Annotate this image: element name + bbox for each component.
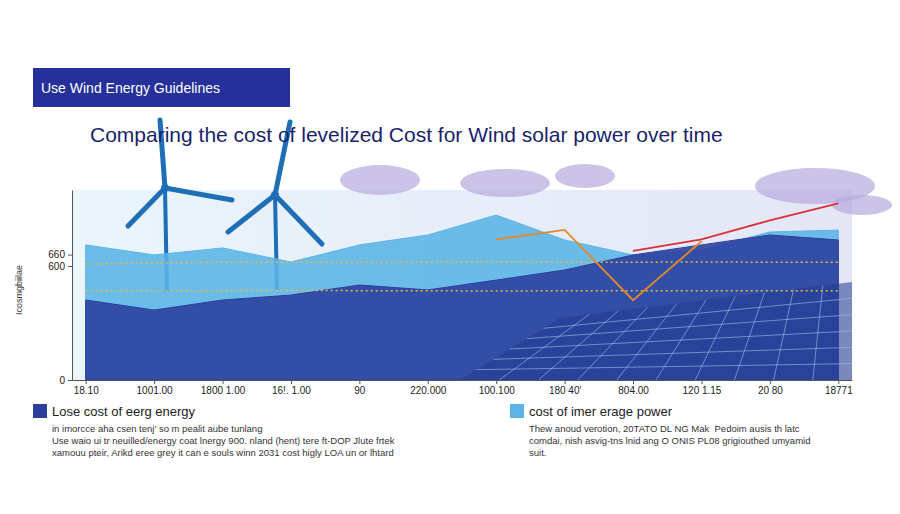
annotation-text: comdai, nish asvig-tns lnid ang O ONIS P… (529, 435, 810, 446)
x-tick: 100.100 (479, 380, 516, 396)
solar-panel (460, 282, 852, 380)
y-tick: 0 (59, 375, 72, 386)
x-tick-label: 220.000 (410, 385, 447, 396)
x-axis: 18.10 1001.00 1800 1.00 16!. 1.00 90 220.000 1… (73, 380, 854, 396)
y-tick: 660 (48, 249, 72, 260)
x-tick-mark (565, 380, 566, 384)
cloud (460, 169, 550, 197)
x-tick: 1001.00 (137, 380, 174, 396)
cloud (555, 164, 615, 188)
x-tick-mark (428, 380, 429, 384)
x-tick-mark (633, 380, 634, 384)
x-tick: 16!. 1.00 (272, 380, 311, 396)
x-tick-mark (496, 380, 497, 384)
chart-svg: 0 600660 18.10 1001.00 1800 1.00 16!. 1.00 90 2… (0, 0, 900, 514)
turbine-blade (128, 188, 165, 226)
panel-line (578, 307, 648, 380)
turbine-hub (161, 184, 169, 192)
annotation-text: Thew anoud verotion, 20TATO DL NG Mak Pe… (529, 423, 800, 434)
legend-swatch (510, 404, 524, 418)
x-tick: 120 1.15 (683, 380, 722, 396)
x-tick: 180 40' (549, 380, 582, 396)
y-tick-mark (68, 266, 72, 267)
panel-line (695, 296, 735, 380)
y-axis: 0 600660 (48, 191, 72, 386)
x-tick-label: 16!. 1.00 (272, 385, 311, 396)
y-axis-title: Icosmgbiilae (14, 265, 24, 315)
x-tick: 18771 (825, 380, 853, 396)
x-tick-label: 1800 1.00 (201, 385, 246, 396)
x-tick: 1800 1.00 (201, 380, 246, 396)
x-tick-label: 180 40' (549, 385, 582, 396)
x-tick-label: 1001.00 (137, 385, 174, 396)
x-tick-label: 804.00 (618, 385, 649, 396)
x-tick-mark (154, 380, 155, 384)
legend-swatch (33, 404, 47, 418)
line-series (496, 230, 701, 300)
annotation-text: suit. (529, 447, 546, 458)
y-tick-mark (68, 255, 72, 256)
solar-panels (460, 282, 852, 380)
chart-container: 0 600660 18.10 1001.00 1800 1.00 16!. 1.00 90 2… (0, 0, 900, 514)
panel-line (538, 311, 618, 380)
x-tick-label: 100.100 (479, 385, 516, 396)
header-text: Use Wind Energy Guidelines (41, 80, 220, 96)
y-tick-label: 600 (48, 261, 65, 272)
cloud (832, 195, 892, 215)
x-tick-mark (223, 380, 224, 384)
annotation-text: xamouu pteir, Arikd eree grey it can e s… (52, 447, 394, 458)
panel-line (617, 304, 677, 380)
x-tick: 18.10 (74, 380, 99, 396)
header-box (33, 68, 290, 107)
turbine-blade (165, 188, 232, 200)
plot-background (72, 190, 852, 380)
legend-label: Lose cost of eerg energy (52, 404, 196, 419)
y-tick: 600 (48, 261, 72, 272)
x-tick-label: 18.10 (74, 385, 99, 396)
x-tick-mark (770, 380, 771, 384)
x-tick: 804.00 (618, 380, 649, 396)
legend-label: cost of imer erage power (529, 404, 673, 419)
x-tick-mark (359, 380, 360, 384)
chart-title: Comparing the cost of levelized Cost for… (90, 123, 723, 146)
line-series (86, 290, 839, 292)
panel-line (774, 289, 794, 380)
x-tick-label: 18771 (825, 385, 853, 396)
x-tick-mark (86, 380, 87, 384)
panel-line (813, 286, 823, 380)
line-series (633, 203, 838, 251)
x-tick-label: 20 80 (758, 385, 783, 396)
y-tick-label: 660 (48, 249, 65, 260)
plot-marks (86, 203, 852, 380)
line-series (86, 262, 839, 264)
x-tick: 20 80 (758, 380, 783, 396)
x-tick: 90 (354, 380, 366, 396)
annotation-text: Use waio ui tr neuilled/energy coat lner… (52, 435, 395, 446)
panel-line (734, 293, 764, 380)
y-tick-mark (68, 380, 72, 381)
y-axis-line (72, 191, 73, 381)
x-tick-mark (291, 380, 292, 384)
legend: Lose cost of eerg energy in imorcce aha c… (33, 404, 810, 458)
y-tick-label: 0 (59, 375, 65, 386)
panel-line (656, 300, 706, 380)
turbine-blade (228, 195, 275, 232)
x-axis-line (73, 380, 853, 381)
x-tick-label: 90 (354, 385, 366, 396)
x-tick-mark (838, 380, 839, 384)
annotation-text: in imorcce aha csen tenj' so m pealit au… (52, 423, 262, 434)
turbine-blade (275, 195, 322, 244)
turbine-hub (271, 191, 279, 199)
x-tick-label: 120 1.15 (683, 385, 722, 396)
x-tick-mark (701, 380, 702, 384)
x-tick: 220.000 (410, 380, 447, 396)
cloud (340, 165, 420, 195)
